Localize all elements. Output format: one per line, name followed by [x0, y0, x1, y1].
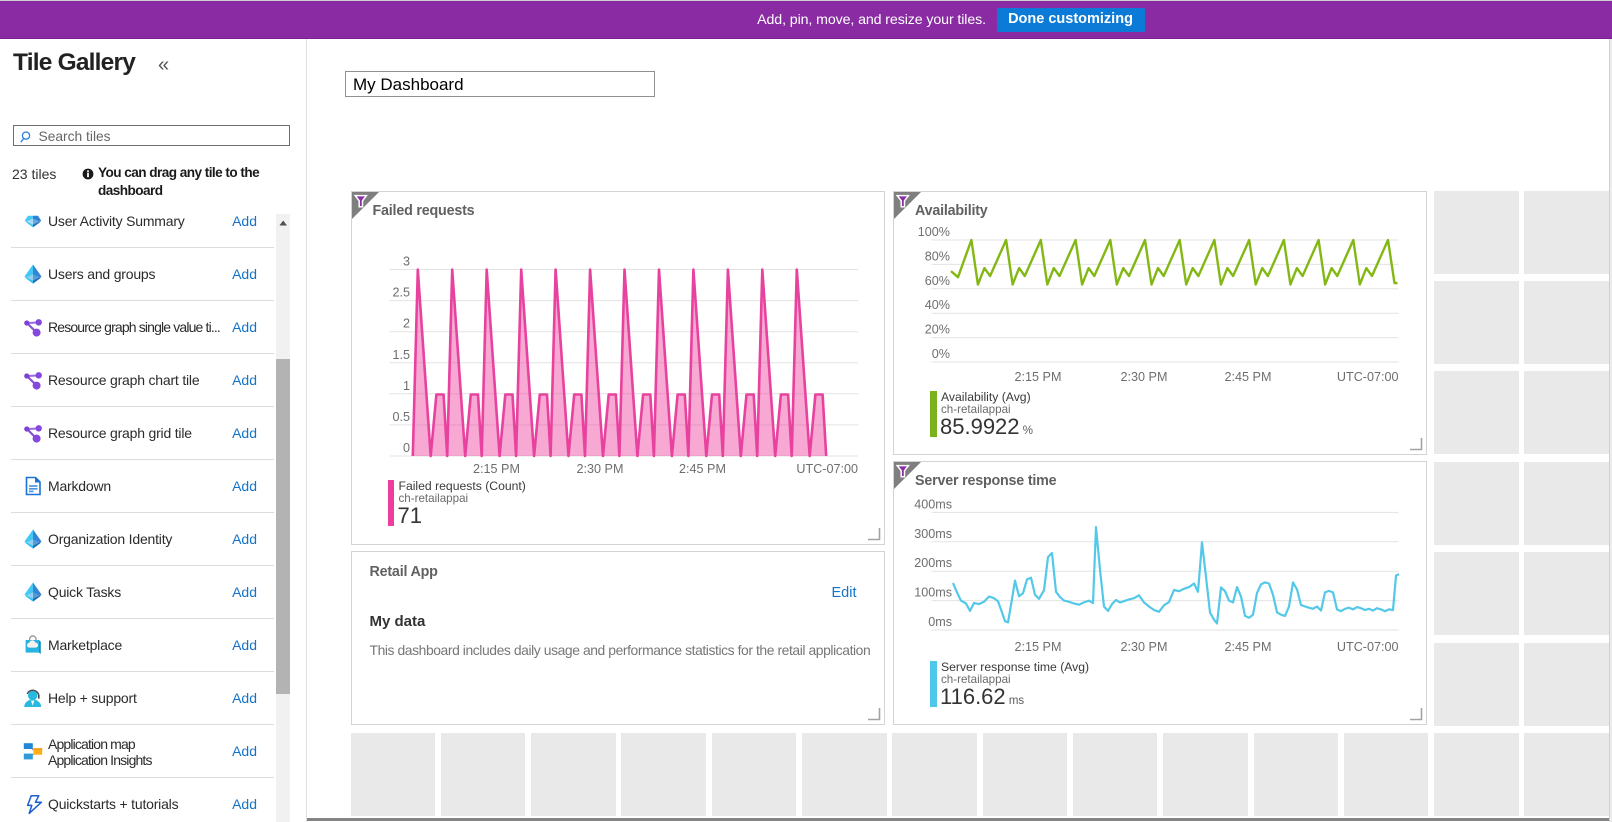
svg-text:1: 1	[402, 379, 409, 393]
svg-text:0%: 0%	[932, 347, 950, 361]
svg-text:2:45 PM: 2:45 PM	[1225, 370, 1272, 384]
svg-text:2:45 PM: 2:45 PM	[679, 462, 726, 476]
svg-text:2:30 PM: 2:30 PM	[576, 462, 623, 476]
svg-text:2:30 PM: 2:30 PM	[1121, 640, 1168, 654]
svg-text:0.5: 0.5	[392, 410, 410, 424]
svg-text:100ms: 100ms	[914, 586, 952, 600]
svg-text:2:15 PM: 2:15 PM	[473, 462, 520, 476]
svg-text:2:30 PM: 2:30 PM	[1121, 370, 1168, 384]
svg-text:100%: 100%	[918, 225, 950, 239]
svg-text:20%: 20%	[925, 323, 950, 337]
svg-text:UTC-07:00: UTC-07:00	[796, 462, 858, 476]
svg-text:60%: 60%	[925, 274, 950, 288]
svg-text:400ms: 400ms	[914, 497, 952, 511]
svg-text:80%: 80%	[925, 249, 950, 263]
svg-text:2:15 PM: 2:15 PM	[1015, 640, 1062, 654]
svg-text:300ms: 300ms	[914, 527, 952, 541]
svg-text:2:15 PM: 2:15 PM	[1015, 370, 1062, 384]
svg-text:40%: 40%	[925, 298, 950, 312]
svg-text:1.5: 1.5	[392, 348, 410, 362]
svg-text:2: 2	[402, 317, 409, 331]
svg-text:UTC-07:00: UTC-07:00	[1337, 370, 1399, 384]
svg-text:0: 0	[402, 441, 409, 455]
svg-text:2.5: 2.5	[392, 286, 410, 300]
svg-text:UTC-07:00: UTC-07:00	[1337, 640, 1399, 654]
svg-text:2:45 PM: 2:45 PM	[1225, 640, 1272, 654]
svg-text:3: 3	[402, 255, 409, 269]
svg-text:0ms: 0ms	[928, 615, 952, 629]
svg-text:200ms: 200ms	[914, 556, 952, 570]
